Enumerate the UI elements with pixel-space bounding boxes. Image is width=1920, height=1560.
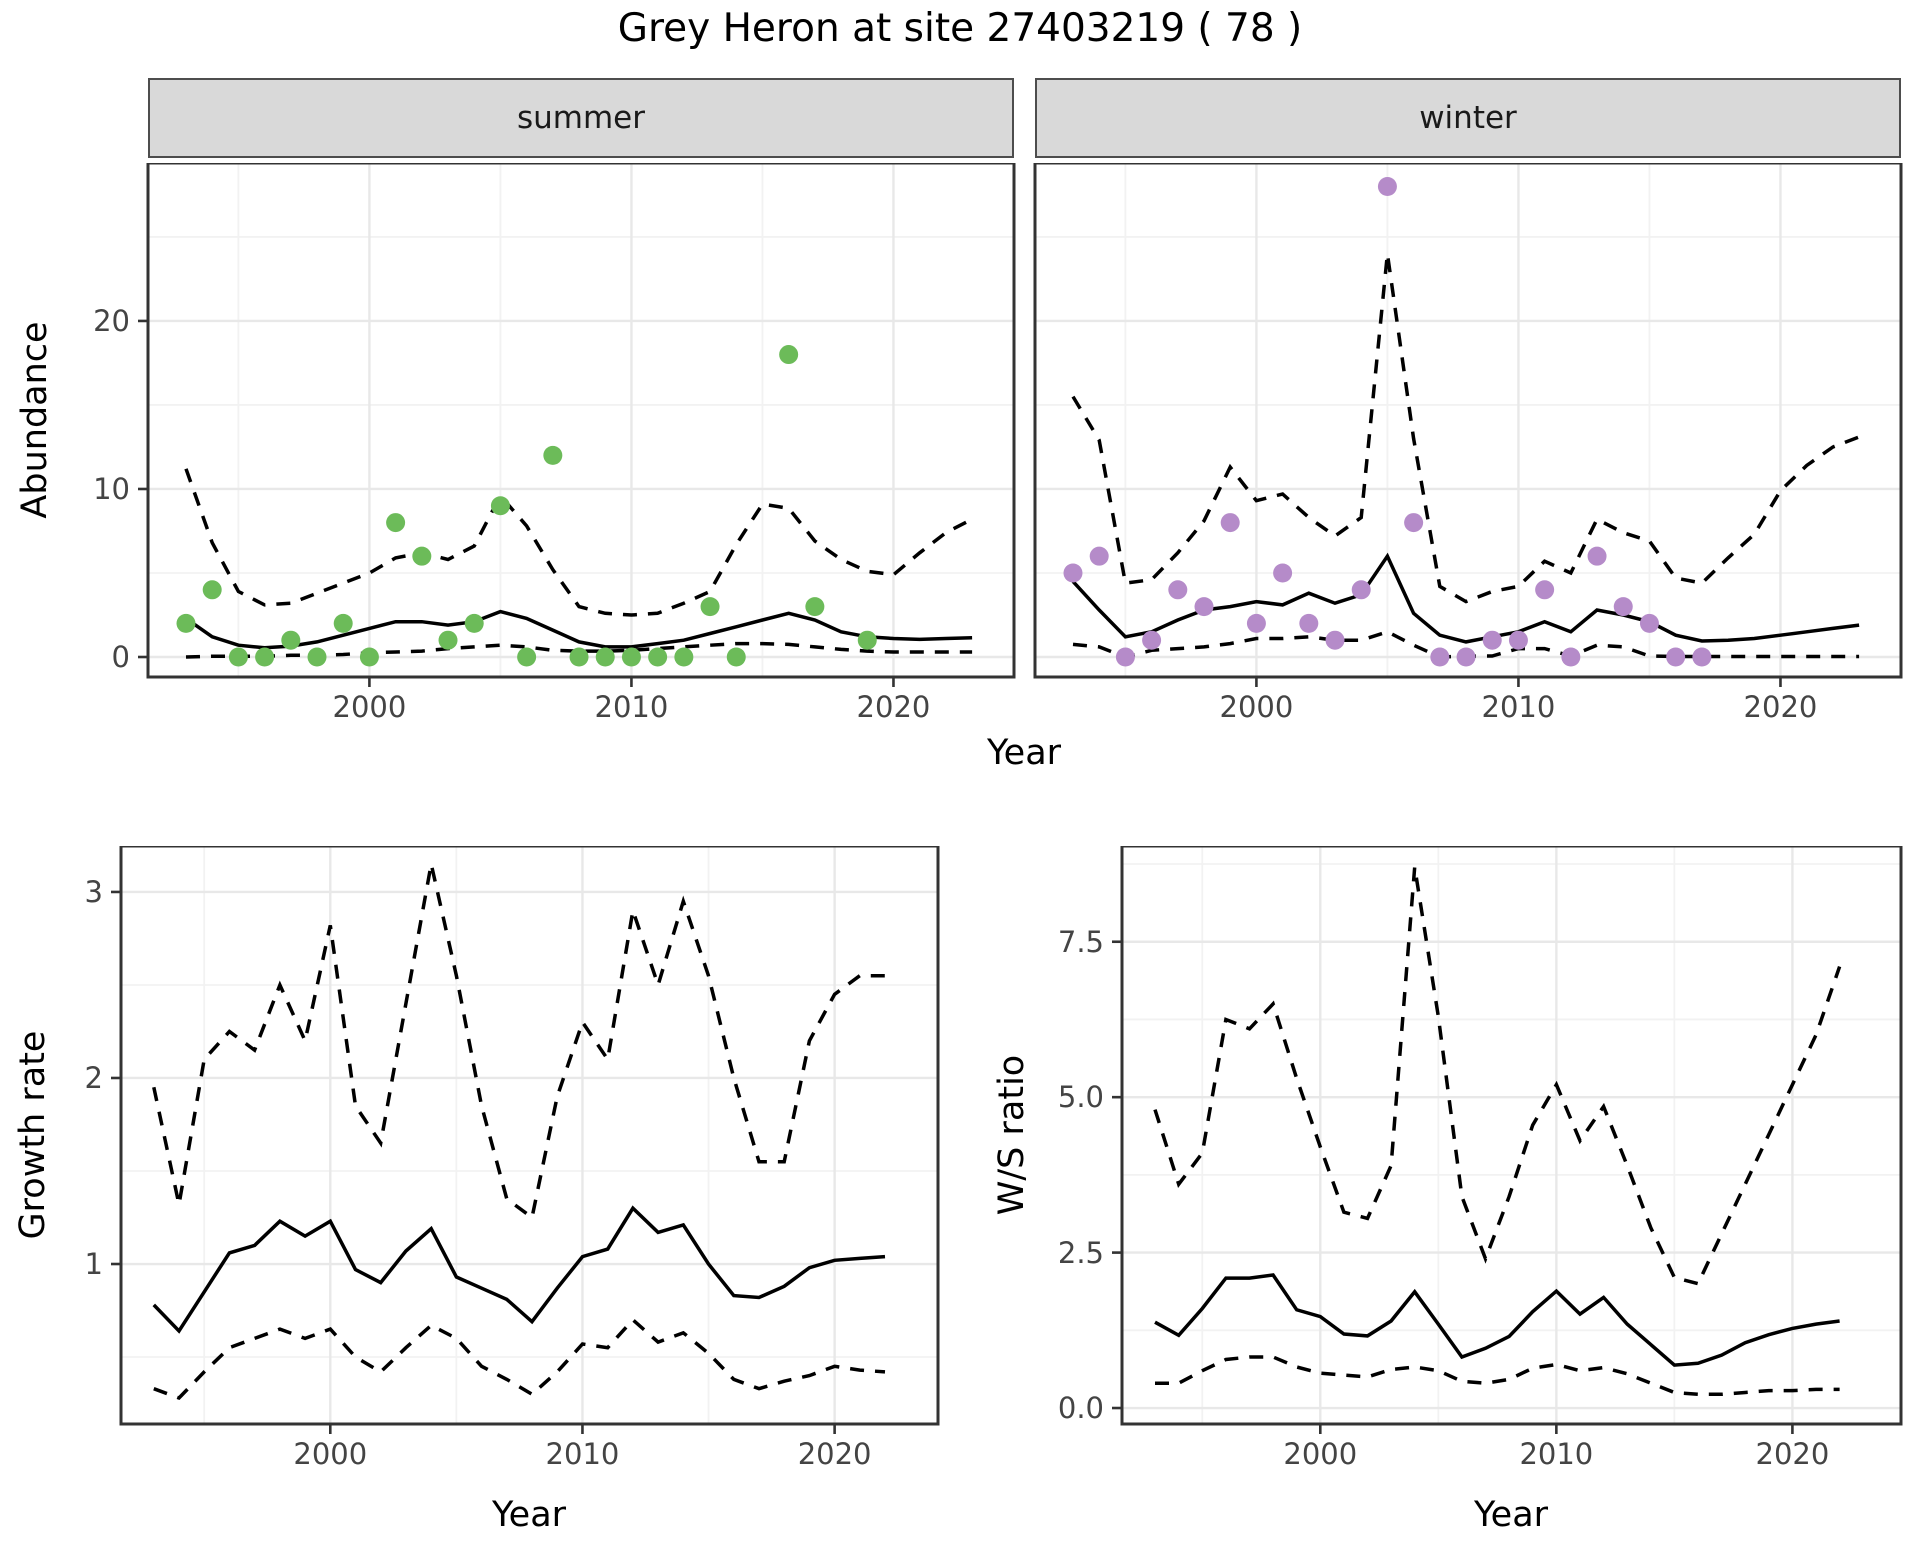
summer-observation-point (228, 647, 248, 667)
facet-strip-summer-label: summer (516, 100, 645, 136)
facet-strip-winter: winter (1035, 78, 1901, 158)
winter-observation-point (1168, 580, 1188, 600)
x-axis-title-top: Year (986, 733, 1062, 773)
winter-observation-point (1508, 630, 1528, 650)
y-axis-title-growth-rate: Growth rate (13, 1030, 53, 1240)
winter-observation-point (1456, 647, 1476, 667)
ws-x-tick-label: 2020 (1755, 1437, 1830, 1471)
summer-observation-point (333, 613, 353, 633)
panel-ws (1112, 846, 1903, 1434)
summer-observation-point (779, 345, 799, 365)
winter-observation-point (1299, 613, 1319, 633)
summer-observation-point (543, 445, 563, 465)
x-axis-title-growth: Year (491, 1495, 567, 1535)
winter-observation-point (1587, 546, 1607, 566)
winter-observation-point (1273, 563, 1293, 583)
winter-observation-point (1063, 563, 1083, 583)
winter-observation-point (1404, 513, 1424, 533)
panel-summer (138, 163, 1016, 687)
summer-y-tick-label: 10 (93, 471, 130, 506)
y-axis-title-abundance: Abundance (15, 321, 55, 519)
winter-observation-point (1115, 647, 1135, 667)
growth-x-tick-label: 2000 (293, 1437, 368, 1471)
winter-observation-point (1194, 597, 1214, 617)
winter-observation-point (1089, 546, 1109, 566)
ws-y-tick-label: 2.5 (1057, 1235, 1104, 1270)
growth-x-tick-label: 2020 (797, 1437, 872, 1471)
summer-observation-point (700, 597, 720, 617)
winter-observation-point (1639, 613, 1659, 633)
summer-observation-point (490, 496, 510, 516)
summer-y-tick-label: 0 (111, 640, 130, 674)
ws-fitted-line (1154, 1273, 1840, 1367)
summer-observation-point (412, 546, 432, 566)
chart-title: Grey Heron at site 27403219 ( 78 ) (617, 6, 1303, 51)
winter-observation-point (1142, 630, 1162, 650)
summer-observation-point (648, 647, 668, 667)
ws-x-tick-label: 2010 (1519, 1437, 1594, 1471)
summer-observation-point (569, 647, 589, 667)
winter-observation-point (1220, 513, 1240, 533)
ws-y-tick-label: 0.0 (1057, 1391, 1104, 1426)
summer-observation-point (307, 647, 327, 667)
summer-observation-point (595, 647, 615, 667)
ws-lower-ci-line (1155, 1355, 1840, 1397)
facet-strip-winter-label: winter (1419, 100, 1517, 136)
growth-x-tick-label: 2010 (545, 1437, 620, 1471)
summer-observation-point (674, 647, 694, 667)
panel-growth (111, 846, 940, 1434)
summer-x-tick-label: 2020 (856, 690, 931, 724)
winter-observation-point (1377, 177, 1397, 197)
summer-y-tick-label: 20 (93, 303, 130, 338)
ws-y-tick-label: 5.0 (1057, 1080, 1104, 1115)
summer-x-tick-label: 2000 (332, 690, 407, 724)
winter-upper-ci-line (1071, 253, 1860, 604)
growth-fitted-line (152, 1205, 886, 1334)
winter-x-tick-label: 2010 (1481, 690, 1556, 724)
summer-observation-point (857, 630, 877, 650)
winter-observation-point (1535, 580, 1555, 600)
summer-observation-point (359, 647, 379, 667)
winter-observation-point (1482, 630, 1502, 650)
panel-winter (1033, 163, 1903, 687)
growth-y-tick-label: 3 (84, 874, 103, 909)
winter-x-tick-label: 2000 (1219, 690, 1294, 724)
summer-observation-point (517, 647, 537, 667)
winter-observation-point (1666, 647, 1686, 667)
winter-observation-point (1246, 613, 1266, 633)
summer-observation-point (255, 647, 275, 667)
winter-observation-point (1430, 647, 1450, 667)
summer-x-tick-label: 2010 (594, 690, 669, 724)
facet-strip-summer: summer (148, 78, 1014, 158)
summer-observation-point (281, 630, 301, 650)
growth-upper-ci-line (152, 863, 885, 1221)
summer-observation-point (202, 580, 222, 600)
x-axis-title-ws: Year (1473, 1495, 1549, 1535)
winter-observation-point (1613, 597, 1633, 617)
summer-observation-point (805, 597, 825, 617)
winter-observation-point (1561, 647, 1581, 667)
winter-observation-point (1351, 580, 1371, 600)
winter-x-tick-label: 2020 (1743, 690, 1818, 724)
summer-observation-point (386, 513, 406, 533)
growth-y-tick-label: 2 (84, 1060, 103, 1095)
summer-observation-point (464, 613, 484, 633)
summer-observation-point (438, 630, 458, 650)
summer-observation-point (726, 647, 746, 667)
growth-lower-ci-line (153, 1317, 886, 1401)
summer-fitted-line (184, 609, 973, 650)
ws-y-tick-label: 7.5 (1057, 924, 1104, 959)
winter-observation-point (1325, 630, 1345, 650)
growth-y-tick-label: 1 (84, 1247, 103, 1281)
summer-observation-point (621, 647, 641, 667)
ws-upper-ci-line (1153, 866, 1842, 1286)
summer-upper-ci-line (184, 468, 973, 617)
winter-observation-point (1692, 647, 1712, 667)
summer-observation-point (176, 613, 196, 633)
ws-x-tick-label: 2000 (1283, 1437, 1358, 1471)
